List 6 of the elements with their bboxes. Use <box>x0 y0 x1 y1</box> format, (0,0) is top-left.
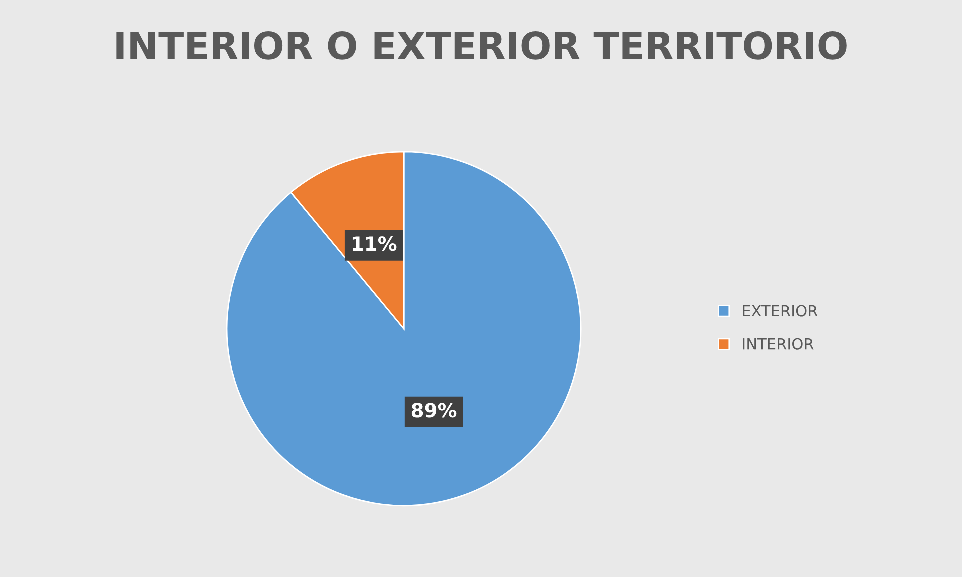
legend-label: INTERIOR <box>743 338 814 350</box>
data-label: 11% <box>352 236 397 252</box>
pie-slice <box>226 151 582 507</box>
chart-title: INTERIOR O EXTERIOR TERRITORIO <box>116 32 847 60</box>
legend-label: EXTERIOR <box>743 305 818 317</box>
data-label: 89% <box>412 403 457 418</box>
